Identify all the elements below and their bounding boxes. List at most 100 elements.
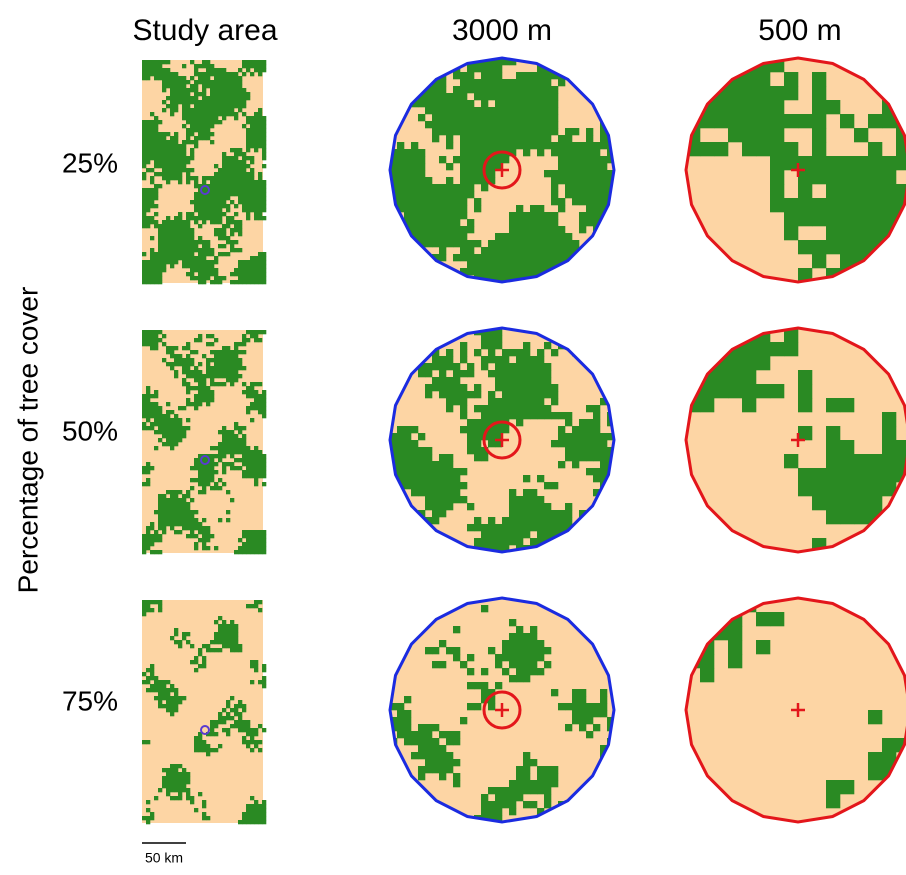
tree-cover-cell (537, 405, 545, 413)
tree-cover-cell (481, 121, 489, 129)
tree-cover-cell (218, 232, 223, 237)
tree-cover-cell (158, 164, 163, 169)
tree-cover-cell (238, 104, 243, 109)
tree-cover-cell (600, 440, 608, 448)
tree-cover-cell (390, 86, 398, 94)
tree-cover-cell (250, 144, 255, 149)
tree-cover-cell (154, 132, 159, 137)
tree-cover-cell (198, 124, 203, 129)
tree-cover-cell (250, 542, 255, 547)
tree-cover-cell (593, 405, 601, 413)
tree-cover-cell (210, 374, 215, 379)
tree-cover-cell (439, 461, 447, 469)
tree-cover-cell (770, 128, 785, 143)
tree-cover-cell (142, 160, 147, 165)
tree-cover-cell (206, 200, 211, 205)
tree-cover-cell (170, 780, 175, 785)
tree-cover-cell (516, 538, 524, 546)
tree-cover-cell (170, 84, 175, 89)
tree-cover-cell (896, 128, 906, 143)
tree-cover-cell (586, 598, 594, 606)
tree-cover-cell (150, 148, 155, 153)
tree-cover-cell (544, 391, 552, 399)
tree-cover-cell (162, 140, 167, 145)
tree-cover-cell (868, 482, 883, 497)
tree-cover-cell (218, 720, 223, 725)
tree-cover-cell (158, 522, 163, 527)
tree-cover-cell (158, 76, 163, 81)
tree-cover-cell (222, 354, 227, 359)
tree-cover-cell (250, 530, 255, 535)
tree-cover-cell (453, 86, 461, 94)
tree-cover-cell (218, 108, 223, 113)
tree-cover-cell (488, 163, 496, 171)
tree-cover-cell (544, 247, 552, 255)
tree-cover-cell (523, 72, 531, 80)
tree-cover-cell (516, 86, 524, 94)
tree-cover-cell (142, 280, 147, 285)
tree-cover-cell (174, 438, 179, 443)
tree-cover-cell (222, 350, 227, 355)
tree-cover-cell (481, 177, 489, 185)
tree-cover-cell (254, 188, 259, 193)
tree-cover-cell (186, 382, 191, 387)
tree-cover-cell (214, 350, 219, 355)
tree-cover-cell (186, 136, 191, 141)
tree-cover-cell (882, 440, 897, 455)
tree-cover-cell (214, 338, 219, 343)
tree-cover-cell (214, 200, 219, 205)
tree-cover-cell (593, 142, 601, 150)
tree-cover-cell (174, 140, 179, 145)
tree-cover-cell (509, 107, 517, 115)
tree-cover-cell (214, 112, 219, 117)
tree-cover-cell (418, 766, 426, 774)
tree-cover-cell (234, 720, 239, 725)
tree-cover-cell (425, 454, 433, 462)
tree-cover-cell (593, 454, 601, 462)
tree-cover-cell (742, 370, 757, 385)
tree-cover-cell (146, 196, 151, 201)
tree-cover-cell (226, 490, 231, 495)
tree-cover-cell (544, 780, 552, 788)
tree-cover-cell (404, 58, 412, 66)
tree-cover-cell (607, 377, 614, 385)
tree-cover-cell (586, 261, 594, 269)
tree-cover-cell (258, 804, 263, 809)
tree-cover-cell (460, 205, 468, 213)
tree-cover-cell (868, 468, 883, 483)
tree-cover-cell (218, 212, 223, 217)
tree-cover-cell (446, 759, 454, 767)
tree-cover-cell (222, 196, 227, 201)
tree-cover-cell (537, 398, 545, 406)
tree-cover-cell (242, 184, 247, 189)
tree-cover-cell (230, 466, 235, 471)
inner-buffer (482, 150, 522, 190)
inner-buffer (482, 690, 522, 730)
tree-cover-cell (502, 233, 510, 241)
tree-cover-cell (142, 608, 147, 613)
tree-cover-cell (551, 149, 559, 157)
tree-cover-cell (558, 226, 566, 234)
tree-cover-cell (146, 546, 151, 551)
tree-cover-cell (397, 475, 405, 483)
tree-cover-cell (190, 486, 195, 491)
tree-cover-cell (150, 534, 155, 539)
tree-cover-cell (262, 538, 267, 543)
tree-cover-cell (238, 446, 243, 451)
tree-cover-cell (202, 518, 207, 523)
tree-cover-cell (439, 510, 447, 518)
tree-cover-cell (198, 470, 203, 475)
tree-cover-cell (150, 346, 155, 351)
tree-cover-cell (170, 264, 175, 269)
tree-cover-cell (593, 517, 601, 525)
tree-cover-cell (190, 60, 195, 65)
tree-cover-cell (162, 76, 167, 81)
tree-cover-cell (142, 60, 147, 65)
tree-cover-cell (210, 124, 215, 129)
tree-cover-cell (254, 144, 259, 149)
tree-cover-cell (182, 772, 187, 777)
tree-cover-cell (262, 260, 267, 265)
tree-cover-cell (246, 120, 251, 125)
tree-cover-cell (222, 184, 227, 189)
tree-cover-cell (158, 422, 163, 427)
